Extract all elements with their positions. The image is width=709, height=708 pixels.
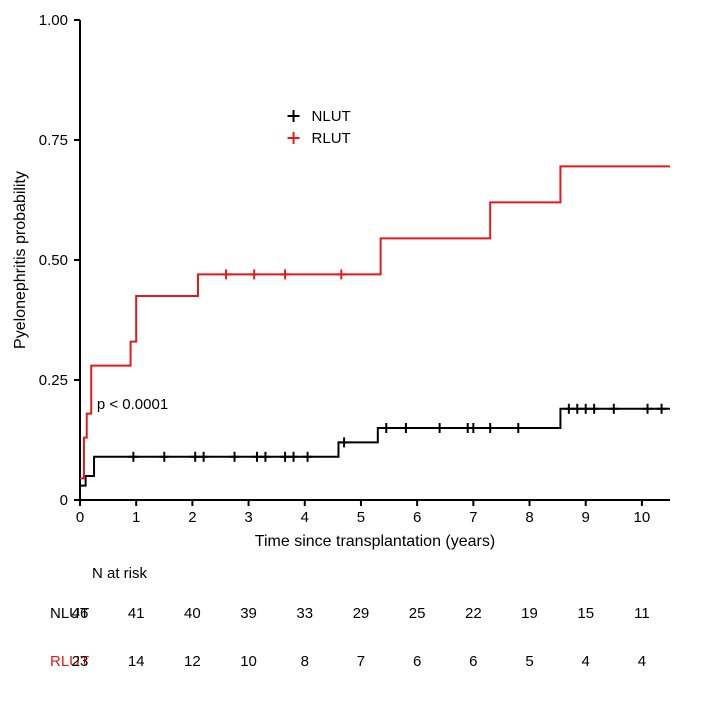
x-tick-label: 5	[357, 509, 365, 526]
x-tick-label: 6	[413, 509, 421, 526]
risk-value-nlut: 11	[634, 605, 650, 622]
risk-value-nlut: 29	[353, 605, 370, 622]
risk-value-rlut: 8	[301, 653, 309, 670]
risk-value-rlut: 6	[413, 653, 421, 670]
x-tick-label: 7	[469, 509, 477, 526]
x-axis-title: Time since transplantation (years)	[255, 533, 495, 550]
chart-svg: 00.250.500.751.00012345678910Pyelonephri…	[0, 0, 709, 708]
risk-value-rlut: 4	[638, 653, 646, 670]
risk-value-rlut: 6	[469, 653, 477, 670]
x-tick-label: 10	[634, 509, 651, 526]
risk-value-rlut: 4	[582, 653, 590, 670]
x-tick-label: 2	[188, 509, 196, 526]
y-tick-label: 1.00	[39, 12, 68, 29]
x-tick-label: 4	[301, 509, 309, 526]
risk-value-nlut: 39	[240, 605, 257, 622]
y-tick-label: 0	[60, 492, 68, 509]
y-tick-label: 0.25	[39, 372, 68, 389]
risk-value-rlut: 12	[184, 653, 201, 670]
axis-frame	[80, 20, 670, 500]
risk-value-nlut: 22	[465, 605, 482, 622]
legend-label-nlut: NLUT	[312, 108, 351, 125]
risk-value-nlut: 19	[521, 605, 538, 622]
risk-value-rlut: 14	[128, 653, 145, 670]
y-tick-label: 0.50	[39, 252, 68, 269]
risk-value-rlut: 10	[240, 653, 257, 670]
p-value-text: p < 0.0001	[97, 396, 168, 413]
x-tick-label: 0	[76, 509, 84, 526]
risk-value-rlut: 23	[72, 653, 89, 670]
x-tick-label: 9	[582, 509, 590, 526]
risk-value-nlut: 33	[296, 605, 313, 622]
risk-value-nlut: 41	[128, 605, 145, 622]
legend-label-rlut: RLUT	[312, 130, 351, 147]
y-tick-label: 0.75	[39, 132, 68, 149]
y-axis-title: Pyelonephritis probability	[12, 171, 29, 349]
series-line-rlut	[80, 166, 670, 478]
n-at-risk-title: N at risk	[92, 565, 148, 582]
risk-value-nlut: 46	[72, 605, 89, 622]
risk-value-rlut: 7	[357, 653, 365, 670]
x-tick-label: 8	[525, 509, 533, 526]
x-tick-label: 1	[132, 509, 140, 526]
risk-value-rlut: 5	[525, 653, 533, 670]
x-tick-label: 3	[244, 509, 252, 526]
km-chart: 00.250.500.751.00012345678910Pyelonephri…	[0, 0, 709, 708]
risk-value-nlut: 15	[577, 605, 594, 622]
risk-value-nlut: 25	[409, 605, 426, 622]
series-line-nlut	[80, 409, 670, 486]
risk-value-nlut: 40	[184, 605, 201, 622]
